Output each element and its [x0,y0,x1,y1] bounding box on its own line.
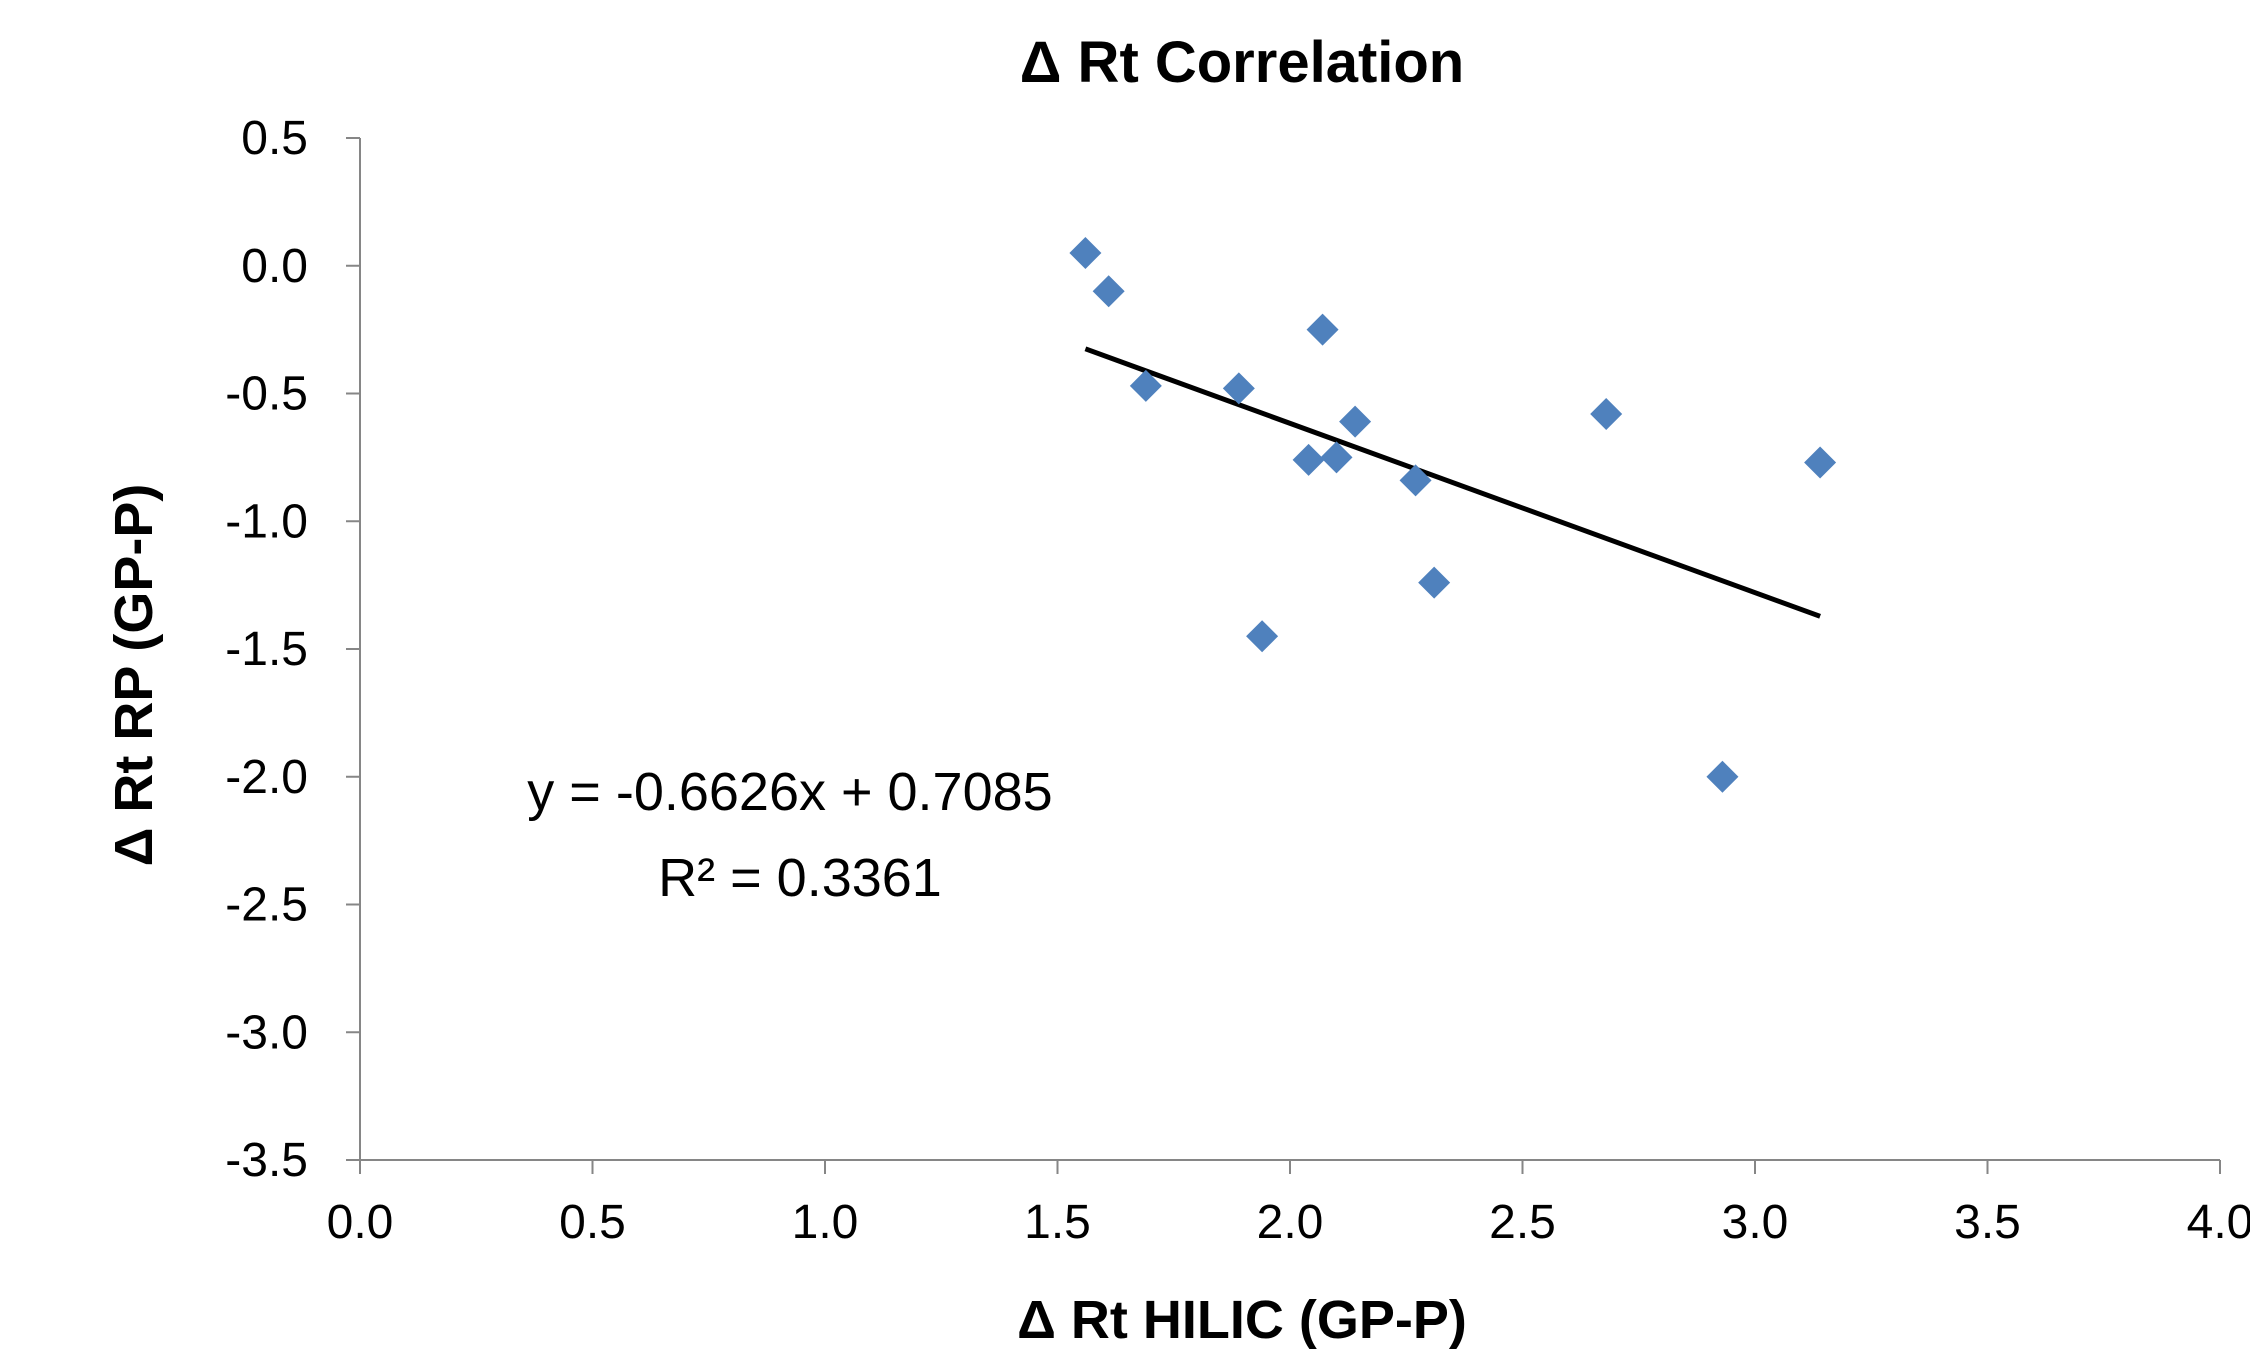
y-tick-label: 0.5 [241,112,308,165]
x-tick-label: 4.0 [2187,1196,2250,1249]
axes [359,138,2220,1161]
x-tick-label: 1.5 [1024,1196,1091,1249]
x-tick-label: 3.5 [1954,1196,2021,1249]
data-point [1706,760,1739,793]
data-point [1339,405,1372,438]
x-tick-label: 2.5 [1489,1196,1556,1249]
y-tick-label: 0.0 [241,240,308,293]
y-tick-label: -3.0 [225,1006,308,1059]
y-tick-label: -2.0 [225,751,308,804]
data-point [1320,441,1353,474]
y-tick-label: -2.5 [225,879,308,932]
data-point [1092,275,1125,308]
data-point [1306,313,1339,346]
data-point [1246,620,1279,653]
data-point [1292,443,1325,476]
x-tick-label: 1.0 [792,1196,859,1249]
data-point [1590,397,1623,430]
y-tick-label: -0.5 [225,368,308,421]
trendline-layer [1084,346,1821,619]
tick-marks [346,137,2221,1174]
y-axis-label: Δ Rt RP (GP-P) [104,484,164,867]
trendline-equation: y = -0.6626x + 0.7085 [527,762,1052,822]
data-point [1069,236,1102,269]
y-tick-label: -1.5 [225,623,308,676]
r-squared-label: R² = 0.3361 [658,848,942,908]
x-tick-label: 0.0 [327,1196,394,1249]
data-points [1069,236,1837,793]
y-tick-label: -1.0 [225,495,308,548]
data-point [1418,566,1451,599]
data-point [1804,446,1837,479]
x-tick-label: 0.5 [559,1196,626,1249]
data-point [1399,464,1432,497]
y-tick-label: -3.5 [225,1134,308,1187]
chart-title: Δ Rt Correlation [1020,30,1465,95]
data-point [1129,369,1162,402]
x-tick-label: 3.0 [1722,1196,1789,1249]
x-axis-label: Δ Rt HILIC (GP-P) [1017,1290,1467,1350]
data-point [1222,372,1255,405]
x-tick-label: 2.0 [1257,1196,1324,1249]
trendline [1084,346,1821,619]
tick-labels: 0.0 0.5 1.0 1.5 2.0 2.5 3.0 3.5 4.0 0.5 0.0 -0.5 -1.… [225,112,2250,1249]
